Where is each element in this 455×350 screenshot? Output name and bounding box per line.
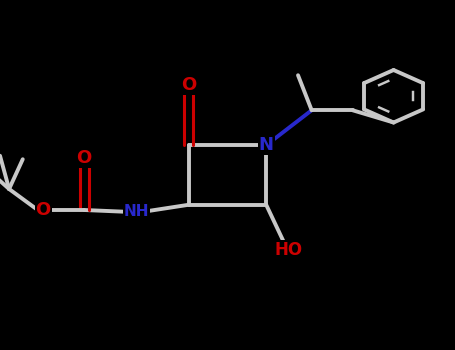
Text: HO: HO bbox=[275, 241, 303, 259]
Text: O: O bbox=[181, 76, 197, 94]
Text: N: N bbox=[259, 136, 273, 154]
Text: NH: NH bbox=[124, 204, 149, 219]
Text: O: O bbox=[35, 201, 51, 219]
Text: O: O bbox=[76, 149, 92, 167]
